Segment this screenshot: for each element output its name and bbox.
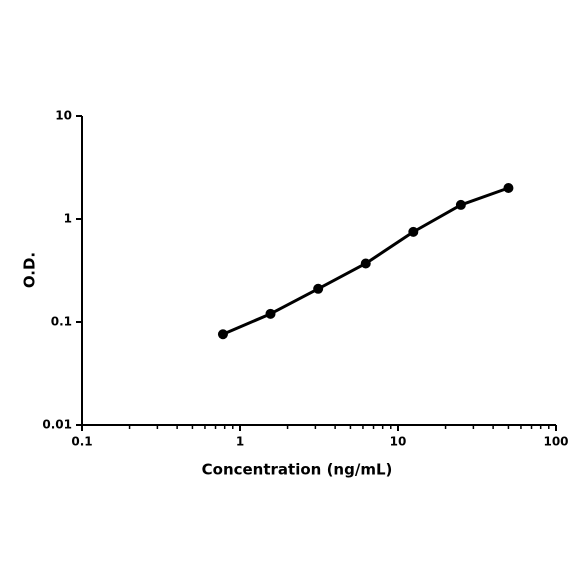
data-point [360,258,371,269]
data-point [455,199,466,210]
data-point [313,283,324,294]
y-tick-label: 0.1 [51,315,72,329]
data-point [503,182,514,193]
x-axis-label: Concentration (ng/mL) [202,461,393,479]
y-tick-label: 0.01 [42,418,72,432]
x-tick-label: 1 [236,435,244,449]
data-point [265,308,276,319]
x-tick-label: 10 [390,435,407,449]
y-axis-label: O.D. [21,252,39,288]
x-tick-label: 100 [543,435,568,449]
x-tick-label: 0.1 [71,435,92,449]
y-tick-label: 10 [55,109,72,123]
data-point [217,329,228,340]
y-tick-label: 1 [64,212,72,226]
data-point [408,226,419,237]
